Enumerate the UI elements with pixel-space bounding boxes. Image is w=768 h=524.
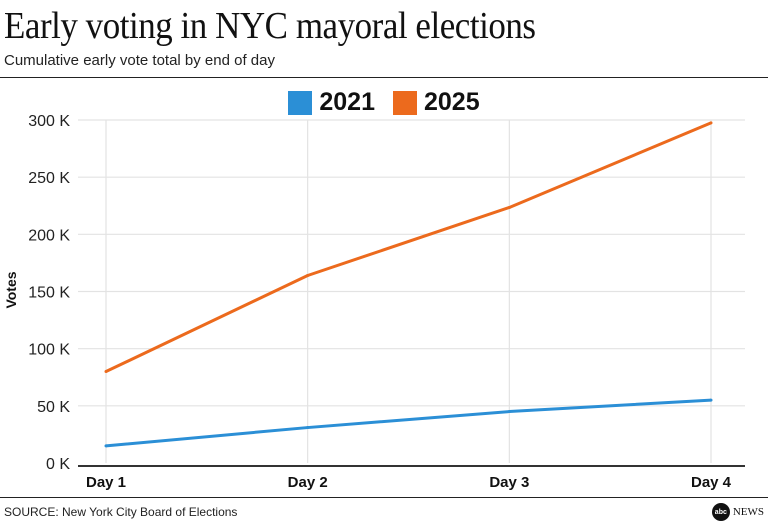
y-tick-label: 0 K <box>46 456 70 473</box>
legend-label-2021: 2021 <box>319 88 375 116</box>
data-point-2025 <box>306 273 310 277</box>
line-chart: 0 K 50 K 100 K 150 K 200 K 250 K 300 K Day 1 Day… <box>3 113 745 491</box>
data-point-2021 <box>507 410 511 414</box>
x-tick-label: Day 2 <box>288 474 328 491</box>
data-point-2021 <box>709 398 713 402</box>
data-point-2021 <box>306 426 310 430</box>
series-line-2021 <box>105 398 712 448</box>
y-tick-label: 250 K <box>28 170 70 187</box>
y-tick-label: 100 K <box>28 342 70 359</box>
source-note: SOURCE: New York City Board of Elections <box>4 505 238 519</box>
x-tick-label: Day 4 <box>691 474 732 491</box>
data-point-2021 <box>104 444 108 448</box>
x-tick-label: Day 1 <box>86 474 126 491</box>
x-tick-label: Day 3 <box>489 474 529 491</box>
abc-news-logo: abc NEWS <box>711 503 764 521</box>
legend-item-2021: 2021 <box>288 88 375 117</box>
data-point-2025 <box>709 121 713 125</box>
y-tick-label: 300 K <box>28 113 70 130</box>
y-tick-label: 200 K <box>28 227 70 244</box>
y-tick-label: 150 K <box>28 285 70 302</box>
series-line-2025 <box>105 121 712 373</box>
data-point-2025 <box>507 205 511 209</box>
y-tick-label: 50 K <box>37 399 70 416</box>
legend-item-2025: 2025 <box>393 88 480 117</box>
y-axis-label: Votes <box>3 271 19 308</box>
top-divider <box>0 77 768 78</box>
chart-title: Early voting in NYC mayoral elections <box>4 5 536 47</box>
legend-label-2025: 2025 <box>424 88 480 116</box>
legend-swatch-2025 <box>393 90 417 115</box>
data-point-2025 <box>104 370 108 374</box>
bottom-divider <box>0 497 768 498</box>
chart-subtitle: Cumulative early vote total by end of da… <box>4 52 275 69</box>
legend: 2021 2025 <box>0 88 768 117</box>
legend-swatch-2021 <box>288 90 313 115</box>
